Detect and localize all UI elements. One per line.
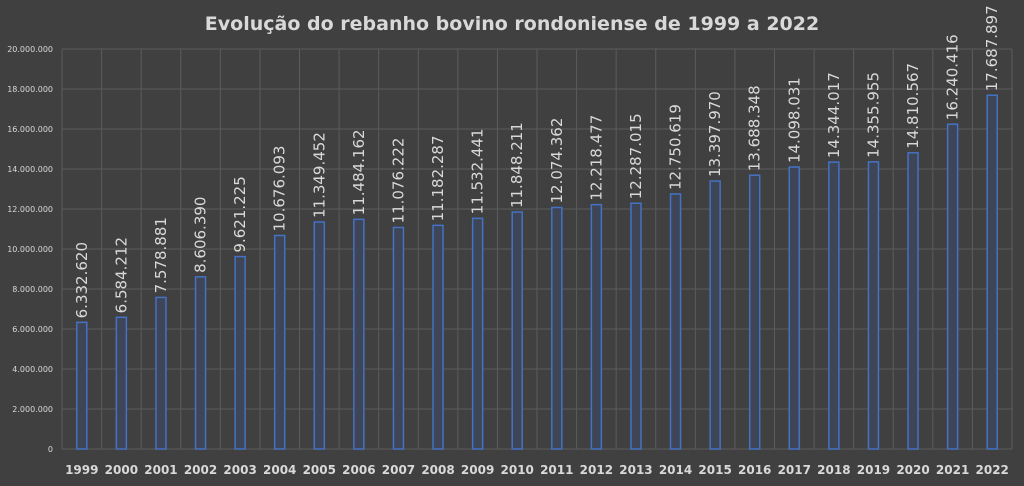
data-label-2018: 14.344.017 (825, 72, 843, 158)
x-tick-label: 2011 (540, 463, 573, 477)
bar-2017 (788, 166, 801, 450)
bar-2006 (353, 218, 365, 450)
bar-2022 (986, 94, 998, 450)
data-label-2010: 11.848.211 (508, 122, 526, 208)
bar-2011 (551, 206, 563, 450)
data-label-2009: 11.532.441 (469, 128, 487, 214)
x-tick-label: 2020 (896, 463, 929, 477)
data-label-2021: 16.240.416 (944, 34, 962, 120)
x-tick-label: 2018 (817, 463, 850, 477)
y-tick-label: 14.000.000 (7, 165, 53, 174)
x-tick-label: 2022 (976, 463, 1009, 477)
x-tick-label: 2017 (778, 463, 811, 477)
y-tick-label: 0 (48, 445, 53, 454)
bar-2002 (194, 276, 207, 450)
y-tick-label: 16.000.000 (7, 125, 53, 134)
x-tick-label: 2001 (144, 463, 177, 477)
x-tick-label: 2012 (580, 463, 613, 477)
data-label-2004: 10.676.093 (271, 146, 289, 232)
data-label-2022: 17.687.897 (983, 5, 1001, 91)
x-tick-label: 2008 (421, 463, 454, 477)
bar-2004 (273, 234, 286, 450)
x-tick-label: 2006 (342, 463, 375, 477)
y-tick-label: 18.000.000 (7, 85, 53, 94)
x-tick-label: 2004 (263, 463, 296, 477)
data-label-2003: 9.621.225 (231, 176, 249, 252)
data-label-2011: 12.074.362 (548, 118, 566, 204)
bar-2015 (709, 180, 721, 450)
data-label-2008: 11.182.287 (429, 135, 447, 221)
bar-2007 (392, 226, 405, 450)
bar-2021 (946, 123, 959, 450)
data-label-2013: 12.287.015 (627, 113, 645, 199)
bar-1999 (76, 321, 88, 450)
y-tick-label: 6.000.000 (12, 325, 53, 334)
data-label-2002: 8.606.390 (192, 197, 210, 273)
data-label-2007: 11.076.222 (389, 138, 407, 224)
y-tick-label: 12.000.000 (7, 205, 53, 214)
y-tick-label: 2.000.000 (12, 405, 53, 414)
data-label-2000: 6.584.212 (112, 237, 130, 313)
y-tick-label: 4.000.000 (12, 365, 53, 374)
x-tick-label: 2005 (303, 463, 336, 477)
bar-2016 (748, 174, 761, 450)
data-label-2006: 11.484.162 (350, 129, 368, 215)
bar-2009 (471, 217, 484, 450)
bar-2013 (630, 202, 642, 450)
data-label-2017: 14.098.031 (785, 77, 803, 163)
x-tick-label: 2019 (857, 463, 890, 477)
gridlines (61, 48, 1013, 450)
bars (76, 94, 998, 450)
data-label-2019: 14.355.955 (864, 72, 882, 158)
bar-2008 (432, 224, 444, 450)
x-tick-label: 2002 (184, 463, 217, 477)
x-tick-label: 2021 (936, 463, 969, 477)
bar-2014 (669, 193, 682, 450)
data-label-1999: 6.332.620 (73, 242, 91, 318)
x-tick-label: 2007 (382, 463, 415, 477)
bar-2012 (590, 203, 603, 450)
data-label-2016: 13.688.348 (746, 85, 764, 171)
bar-2010 (511, 211, 523, 450)
x-tick-label: 2009 (461, 463, 494, 477)
x-tick-label: 2015 (698, 463, 731, 477)
bar-2001 (155, 296, 167, 450)
y-tick-label: 20.000.000 (7, 45, 53, 54)
x-tick-label: 2000 (105, 463, 138, 477)
x-tick-label: 1999 (65, 463, 98, 477)
y-tick-label: 8.000.000 (12, 285, 53, 294)
bar-2005 (313, 221, 326, 450)
data-label-2001: 7.578.881 (152, 217, 170, 293)
data-label-2012: 12.218.477 (587, 115, 605, 201)
data-label-2014: 12.750.619 (667, 104, 685, 190)
bar-2020 (907, 152, 919, 450)
y-tick-label: 10.000.000 (7, 245, 53, 254)
bar-2019 (867, 161, 880, 450)
bar-2003 (234, 255, 246, 450)
bar-2018 (828, 161, 840, 450)
data-label-2020: 14.810.567 (904, 63, 922, 149)
data-label-2015: 13.397.970 (706, 91, 724, 177)
y-axis-ticks: 0 2.000.000 4.000.000 6.000.000 8.000.000 10.… (7, 45, 53, 454)
x-tick-label: 2016 (738, 463, 771, 477)
data-labels: 6.332.620 6.584.212 7.578.881 8.606.390 9.62… (73, 5, 1001, 318)
x-tick-label: 2013 (619, 463, 652, 477)
x-tick-label: 2003 (223, 463, 256, 477)
x-tick-label: 2014 (659, 463, 692, 477)
bar-2000 (115, 316, 128, 450)
x-axis-ticks: 1999 2000 2001 2002 2003 2004 2005 2006 2007 2008… (65, 463, 1009, 477)
data-label-2005: 11.349.452 (310, 132, 328, 218)
x-tick-label: 2010 (501, 463, 534, 477)
chart-title: Evolução do rebanho bovino rondoniense d… (205, 13, 819, 35)
